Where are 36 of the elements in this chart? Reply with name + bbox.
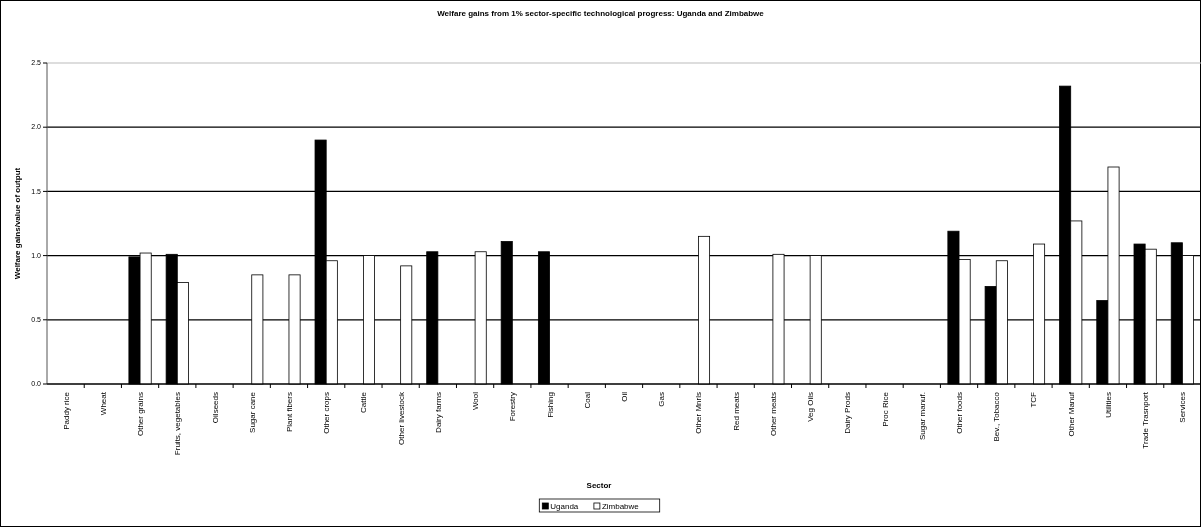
x-tick-label: Fruits, vegetables [173,392,183,456]
x-tick-label: Sugar cane [247,391,257,433]
x-tick-label: Wool [471,391,481,411]
x-tick-label: Other livestock [396,391,406,445]
x-tick-label: Red meats [731,392,741,431]
x-tick-label: Coal [582,391,592,409]
x-tick-label: TCF [1029,391,1039,408]
x-tick-label: Other Manuf [1066,391,1076,437]
x-tick-label: Veg Oils [806,392,816,422]
x-tick-label: Plant fibers [284,392,294,433]
x-tick-label: Oilseeds [210,392,220,424]
x-tick-label: Trade Trasnport [1141,391,1151,449]
x-tick-label: Services [1178,392,1188,423]
x-tick-label: Other foods [955,392,965,434]
x-tick-label: Wheat [98,391,108,416]
x-tick-label: Dairy Prods [843,392,853,434]
x-axis-title: Sector [586,481,612,490]
legend-label: Zimbabwe [601,501,640,511]
x-tick-label: Dairy farms [433,392,443,433]
chart-title: Welfare gains from 1% sector-specific technological progress: Uganda and Zimbabwe [437,9,765,18]
x-tick-label: Other Mnrls [694,392,704,434]
legend-label: Uganda [550,501,579,511]
x-tick-label: Cattle [359,391,369,413]
x-tick-label: Other grains [136,392,146,437]
x-tick-label: Other crops [322,392,332,434]
x-tick-label: Sugar manuf. [917,392,927,441]
y-axis-title: Welfare gains/value of output [13,167,22,280]
x-tick-label: Paddy rice [61,391,71,430]
x-tick-label: Oil [620,391,629,402]
x-tick-label: Utilities [1103,392,1113,418]
x-tick-label: Bev., Tobacco [992,391,1002,442]
x-tick-label: Gas [657,392,667,407]
x-tick-label: Proc Rice [880,391,890,427]
x-tick-label: Other meats [768,392,778,437]
x-tick-label: Forestry [508,392,518,422]
x-tick-label: Fishing [545,392,555,418]
